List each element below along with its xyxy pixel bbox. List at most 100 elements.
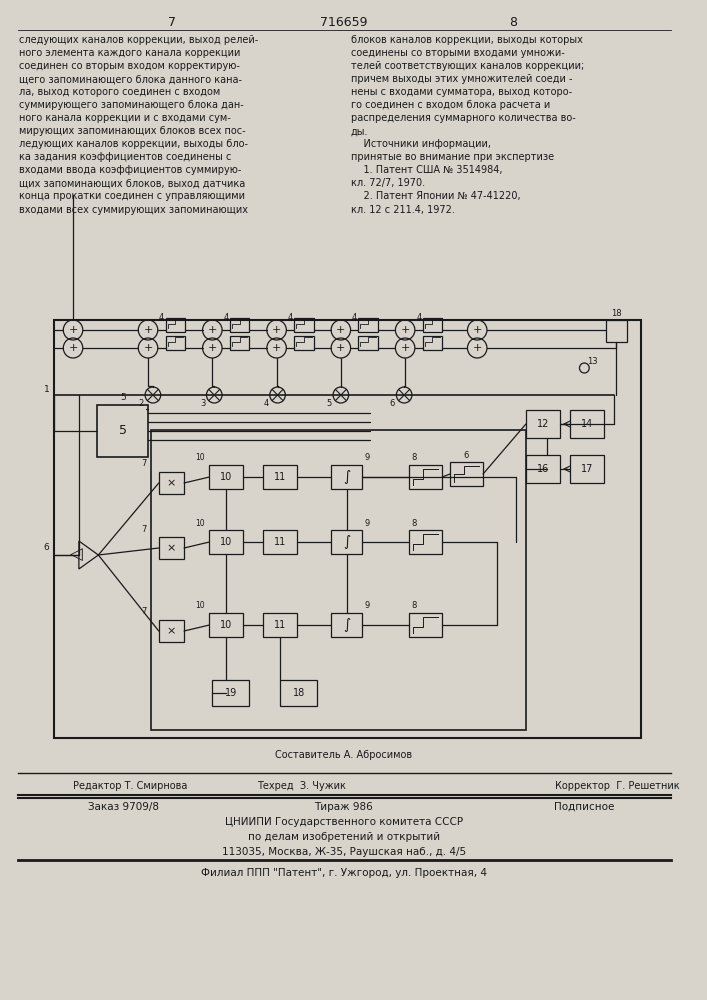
Text: +: +	[144, 325, 153, 335]
Text: Составитель А. Абросимов: Составитель А. Абросимов	[275, 750, 412, 760]
Text: 4: 4	[288, 314, 293, 322]
Text: 18: 18	[293, 688, 305, 698]
Text: 13: 13	[587, 358, 597, 366]
Text: +: +	[144, 343, 153, 353]
Text: +: +	[337, 325, 346, 335]
Text: Техред  З. Чужик: Техред З. Чужик	[257, 781, 346, 791]
Text: 8: 8	[509, 16, 518, 29]
Bar	[409, 613, 442, 637]
Text: ЦНИИПИ Государственного комитета СССР: ЦНИИПИ Государственного комитета СССР	[225, 817, 463, 827]
Bar	[263, 530, 297, 554]
Bar	[331, 530, 362, 554]
Text: 4: 4	[159, 314, 164, 322]
Bar	[409, 465, 442, 489]
Text: Корректор  Г. Решетник: Корректор Г. Решетник	[555, 781, 679, 791]
Bar	[606, 320, 627, 342]
Text: 10: 10	[221, 620, 233, 630]
Text: 17: 17	[580, 464, 593, 474]
Bar	[263, 613, 297, 637]
Bar	[423, 336, 442, 350]
Text: +: +	[272, 325, 281, 335]
Text: ∫: ∫	[343, 618, 351, 632]
Bar	[281, 680, 317, 706]
Text: 5: 5	[119, 424, 127, 438]
Bar	[209, 530, 243, 554]
Bar	[209, 465, 243, 489]
Text: ×: ×	[167, 478, 176, 488]
Bar	[159, 620, 184, 642]
Bar	[294, 336, 314, 350]
Text: +: +	[69, 343, 78, 353]
Text: 8: 8	[411, 601, 416, 610]
Text: 7: 7	[141, 607, 147, 616]
Bar	[212, 680, 250, 706]
Text: 14: 14	[580, 419, 593, 429]
Text: 11: 11	[274, 620, 286, 630]
Bar	[423, 318, 442, 332]
Bar	[151, 430, 526, 730]
Bar	[570, 455, 604, 483]
Text: 4: 4	[223, 314, 228, 322]
Text: 6: 6	[43, 544, 49, 552]
Text: 1: 1	[44, 384, 49, 393]
Text: 5: 5	[120, 392, 126, 401]
Bar	[526, 410, 560, 438]
Text: 10: 10	[195, 518, 204, 528]
Bar	[331, 613, 362, 637]
Bar	[263, 465, 297, 489]
Text: блоков каналов коррекции, выходы которых
соединены со вторыми входами умножи-
те: блоков каналов коррекции, выходы которых…	[351, 35, 584, 215]
Bar	[409, 530, 442, 554]
Text: 113035, Москва, Ж-35, Раушская наб., д. 4/5: 113035, Москва, Ж-35, Раушская наб., д. …	[222, 847, 466, 857]
Text: 9: 9	[365, 518, 370, 528]
Text: 11: 11	[274, 537, 286, 547]
Bar	[165, 336, 185, 350]
Bar	[230, 318, 250, 332]
Bar	[159, 472, 184, 494]
Bar	[358, 318, 378, 332]
Text: +: +	[208, 343, 217, 353]
Text: +: +	[337, 343, 346, 353]
Text: 6: 6	[390, 398, 395, 408]
Text: 8: 8	[411, 518, 416, 528]
Bar	[294, 318, 314, 332]
Text: +: +	[400, 343, 410, 353]
Bar	[450, 462, 483, 486]
Text: ∫: ∫	[343, 535, 351, 549]
Text: Подписное: Подписное	[554, 802, 614, 812]
Text: +: +	[272, 343, 281, 353]
Text: +: +	[472, 343, 482, 353]
Text: 10: 10	[221, 537, 233, 547]
Text: ×: ×	[167, 543, 176, 553]
Text: 12: 12	[537, 419, 549, 429]
Text: 10: 10	[195, 601, 204, 610]
Text: 2: 2	[139, 398, 144, 408]
Bar	[570, 410, 604, 438]
Text: +: +	[69, 325, 78, 335]
Text: +: +	[472, 325, 482, 335]
Text: 10: 10	[195, 454, 204, 462]
Bar	[54, 320, 641, 738]
Text: 4: 4	[263, 398, 269, 408]
Bar	[98, 405, 148, 457]
Text: 716659: 716659	[320, 16, 368, 29]
Text: ×: ×	[167, 626, 176, 636]
Text: Тираж 986: Тираж 986	[315, 802, 373, 812]
Text: 9: 9	[365, 454, 370, 462]
Text: 7: 7	[168, 16, 176, 29]
Bar	[230, 336, 250, 350]
Text: 4: 4	[416, 314, 421, 322]
Bar	[358, 336, 378, 350]
Bar	[209, 613, 243, 637]
Text: 6: 6	[464, 450, 469, 460]
Bar	[526, 455, 560, 483]
Text: 8: 8	[411, 454, 416, 462]
Text: Редактор Т. Смирнова: Редактор Т. Смирнова	[73, 781, 187, 791]
Text: 7: 7	[141, 460, 147, 468]
Text: Филиал ППП "Патент", г. Ужгород, ул. Проектная, 4: Филиал ППП "Патент", г. Ужгород, ул. Про…	[201, 868, 487, 878]
Text: ◁: ◁	[69, 546, 82, 564]
Text: 10: 10	[221, 472, 233, 482]
Text: следующих каналов коррекции, выход релей-
ного элемента каждого канала коррекции: следующих каналов коррекции, выход релей…	[20, 35, 259, 215]
Bar	[165, 318, 185, 332]
Bar	[159, 537, 184, 559]
Text: 7: 7	[141, 524, 147, 534]
